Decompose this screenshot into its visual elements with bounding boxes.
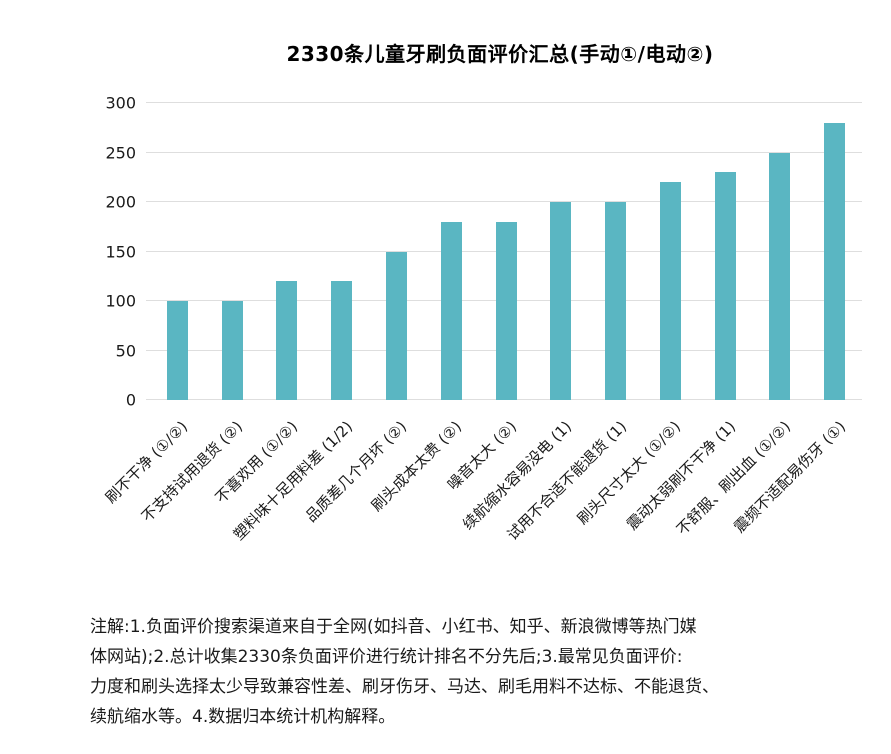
bar	[221, 301, 243, 400]
bar	[385, 251, 407, 400]
gridline	[146, 151, 862, 153]
bar	[659, 182, 681, 400]
y-axis-tick-label: 100	[105, 291, 136, 311]
y-axis-tick-label: 50	[115, 341, 136, 360]
y-axis-tick-label: 0	[125, 390, 136, 410]
bar	[276, 281, 298, 400]
bar	[714, 172, 736, 400]
bar	[166, 301, 188, 400]
bar	[550, 202, 572, 400]
bar	[769, 152, 791, 400]
bar	[331, 281, 353, 400]
bar	[824, 122, 846, 400]
chart-title: 2330条儿童牙刷负面评价汇总(手动①/电动②)	[286, 42, 714, 66]
plot-area: 0 50 100 150 200 250 300	[105, 94, 862, 410]
y-axis-tick-label: 250	[105, 143, 136, 162]
y-axis-tick-label: 300	[105, 93, 136, 113]
bar	[495, 221, 517, 400]
gridline	[146, 201, 862, 202]
bar	[440, 221, 462, 400]
bar	[605, 202, 627, 400]
note-text: 注解:1.负面评价搜索渠道来自于全网(如抖音、小红书、知乎、新浪微博等热门媒 体…	[90, 617, 719, 727]
x-axis-labels: 刷不干净 (①/②) 不支持试用退货 (②) 不喜欢用 (①/②) 塑料味十足用料差 …	[102, 416, 862, 602]
y-axis-tick-label: 150	[105, 242, 136, 261]
y-axis-tick-label: 200	[105, 192, 136, 212]
gridline	[146, 102, 862, 103]
